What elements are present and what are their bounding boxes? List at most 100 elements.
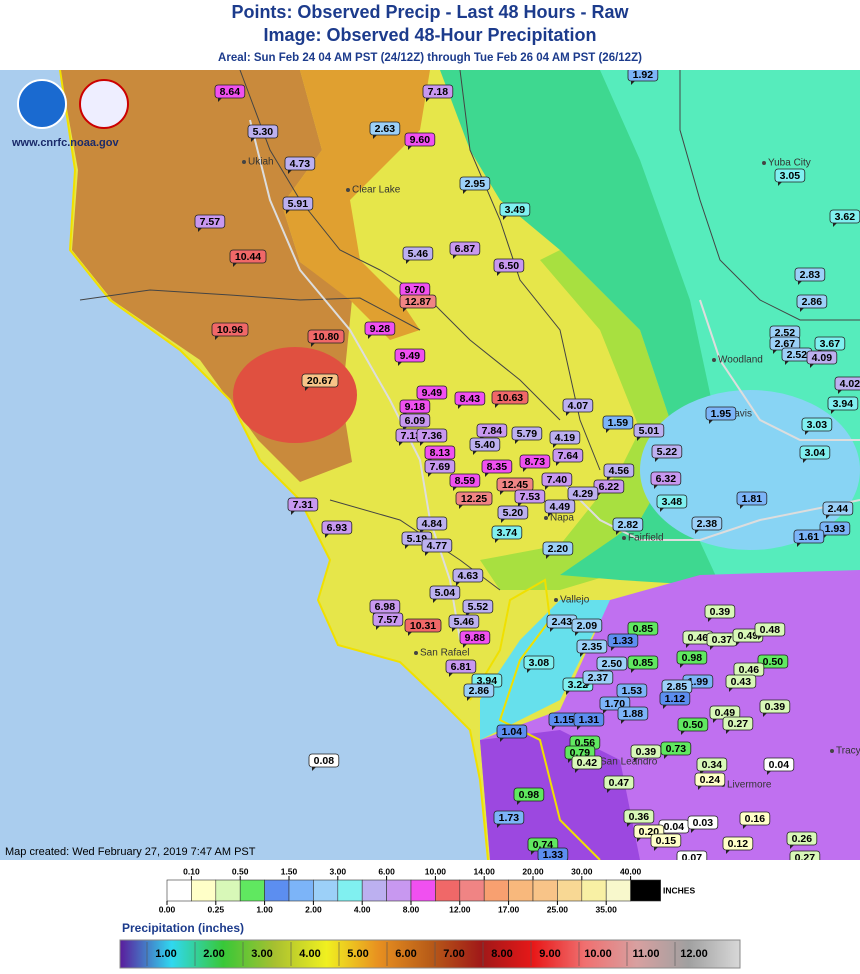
gauge-label: 0.04 xyxy=(664,821,685,833)
gauge-label: 3.67 xyxy=(820,338,841,350)
gauge-label: 0.39 xyxy=(765,701,786,713)
gauge-label: 0.49 xyxy=(738,630,759,642)
place-name: Livermore xyxy=(727,780,772,791)
gauge-marker xyxy=(650,833,682,848)
precip-bar-title: Precipitation (inches) xyxy=(122,921,244,935)
legend-swatch xyxy=(386,879,412,902)
gauge-label: 20.67 xyxy=(307,375,333,387)
gauge-label: 0.26 xyxy=(792,833,813,845)
place-dot xyxy=(762,161,766,165)
legend-swatch xyxy=(459,879,485,902)
precip-label: 6.00 xyxy=(395,948,416,960)
gauge-label: 10.31 xyxy=(410,620,436,632)
legend-label: 0.10 xyxy=(183,866,200,876)
gauge-marker xyxy=(511,426,543,441)
gauge-marker xyxy=(537,847,569,860)
gauge-marker xyxy=(497,505,529,520)
gauge-marker xyxy=(736,491,768,506)
legend-label: 12.00 xyxy=(449,904,471,914)
place-name: Davis xyxy=(727,409,752,420)
legend-label: 1.00 xyxy=(256,904,273,914)
gauge-label: 4.63 xyxy=(458,570,479,582)
gauge-marker xyxy=(627,655,659,670)
gauge-label: 3.05 xyxy=(780,170,801,182)
gauge-marker xyxy=(399,399,431,414)
gauge-label: 12.25 xyxy=(461,493,487,505)
legend-unit: INCHES xyxy=(663,885,695,895)
gauge-marker xyxy=(705,406,737,421)
gauge-marker xyxy=(754,622,786,637)
gauge-marker xyxy=(284,156,316,171)
gauge-marker xyxy=(424,459,456,474)
gauge-marker xyxy=(656,494,688,509)
legend-swatch xyxy=(337,879,363,902)
gauge-label: 0.98 xyxy=(519,789,540,801)
gauge-label: 1.33 xyxy=(543,849,564,861)
gauge-label: 2.83 xyxy=(800,269,821,281)
gauge-label: 5.20 xyxy=(503,507,524,519)
gauge-label: 1.04 xyxy=(502,726,523,738)
gauge-label: 0.37 xyxy=(712,634,733,646)
legend-swatch xyxy=(264,879,290,902)
gauge-marker xyxy=(459,630,491,645)
gauge-label: 6.87 xyxy=(455,243,476,255)
road xyxy=(559,479,860,541)
gauge-label: 7.57 xyxy=(200,216,221,228)
gauge-label: 8.73 xyxy=(525,456,546,468)
land-orange xyxy=(282,70,430,340)
gauge-label: 2.38 xyxy=(697,518,718,530)
gauge-label: 0.03 xyxy=(693,817,714,829)
place-dot xyxy=(830,749,834,753)
gauge-marker xyxy=(739,811,771,826)
gauge-marker xyxy=(364,321,396,336)
gauge-marker xyxy=(421,538,453,553)
gauge-marker xyxy=(404,132,436,147)
legend-label: 6.00 xyxy=(378,866,395,876)
gauge-label: 7.36 xyxy=(422,430,443,442)
gauge-label: 0.34 xyxy=(702,759,723,771)
gauge-label: 8.13 xyxy=(430,447,451,459)
gauge-label: 1.61 xyxy=(799,531,820,543)
gauge-marker xyxy=(416,385,448,400)
gauge-marker xyxy=(704,604,736,619)
gauge-marker xyxy=(794,267,826,282)
legend-label: 3.00 xyxy=(330,866,347,876)
precip-label: 11.00 xyxy=(633,948,660,960)
gauge-marker xyxy=(448,614,480,629)
gauge-label: 10.63 xyxy=(497,392,523,404)
gauge-label: 2.44 xyxy=(828,503,849,515)
gauge-marker xyxy=(725,674,757,689)
legend-swatch xyxy=(532,879,558,902)
gauge-marker xyxy=(211,322,249,337)
gauge-label: 2.67 xyxy=(775,338,796,350)
gauge-label: 2.63 xyxy=(375,123,396,135)
gauge-pointer xyxy=(541,860,546,865)
gauge-label: 2.43 xyxy=(552,616,573,628)
gauge-label: 0.24 xyxy=(700,774,721,786)
legend-swatch xyxy=(215,879,241,902)
gauge-marker xyxy=(676,850,708,860)
place-dot xyxy=(414,651,418,655)
gauge-label: 4.02 xyxy=(840,378,860,390)
gauge-label: 0.08 xyxy=(314,755,335,767)
gauge-marker xyxy=(513,787,545,802)
gauge-label: 0.46 xyxy=(688,632,709,644)
gauge-label: 3.74 xyxy=(497,527,518,539)
gauge-marker xyxy=(691,516,723,531)
gauge-marker xyxy=(369,121,401,136)
precip-label: 8.00 xyxy=(491,948,512,960)
gauge-label: 6.50 xyxy=(499,260,520,272)
gauge-marker xyxy=(493,810,525,825)
gauge-marker xyxy=(462,599,494,614)
gauge-label: 2.86 xyxy=(469,685,490,697)
legend-swatch xyxy=(239,879,265,902)
gauge-marker xyxy=(287,497,319,512)
legend-swatch xyxy=(166,879,192,902)
gauge-label: 0.49 xyxy=(715,707,736,719)
legend-swatch xyxy=(581,879,607,902)
gauge-marker xyxy=(491,390,529,405)
gauge-label: 4.49 xyxy=(550,501,571,513)
gauge-marker xyxy=(399,413,431,428)
subtitle: Image: Observed 48-Hour Precipitation xyxy=(263,25,596,45)
gauge-marker xyxy=(308,753,340,768)
